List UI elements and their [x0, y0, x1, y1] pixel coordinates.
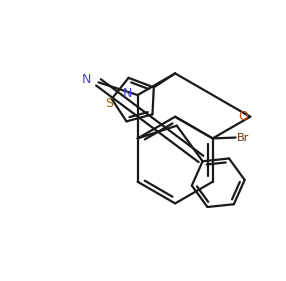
Text: N: N [123, 87, 132, 100]
Text: N: N [82, 73, 92, 86]
Text: Br: Br [237, 133, 249, 142]
Text: O: O [238, 110, 248, 123]
Text: S: S [105, 97, 113, 110]
